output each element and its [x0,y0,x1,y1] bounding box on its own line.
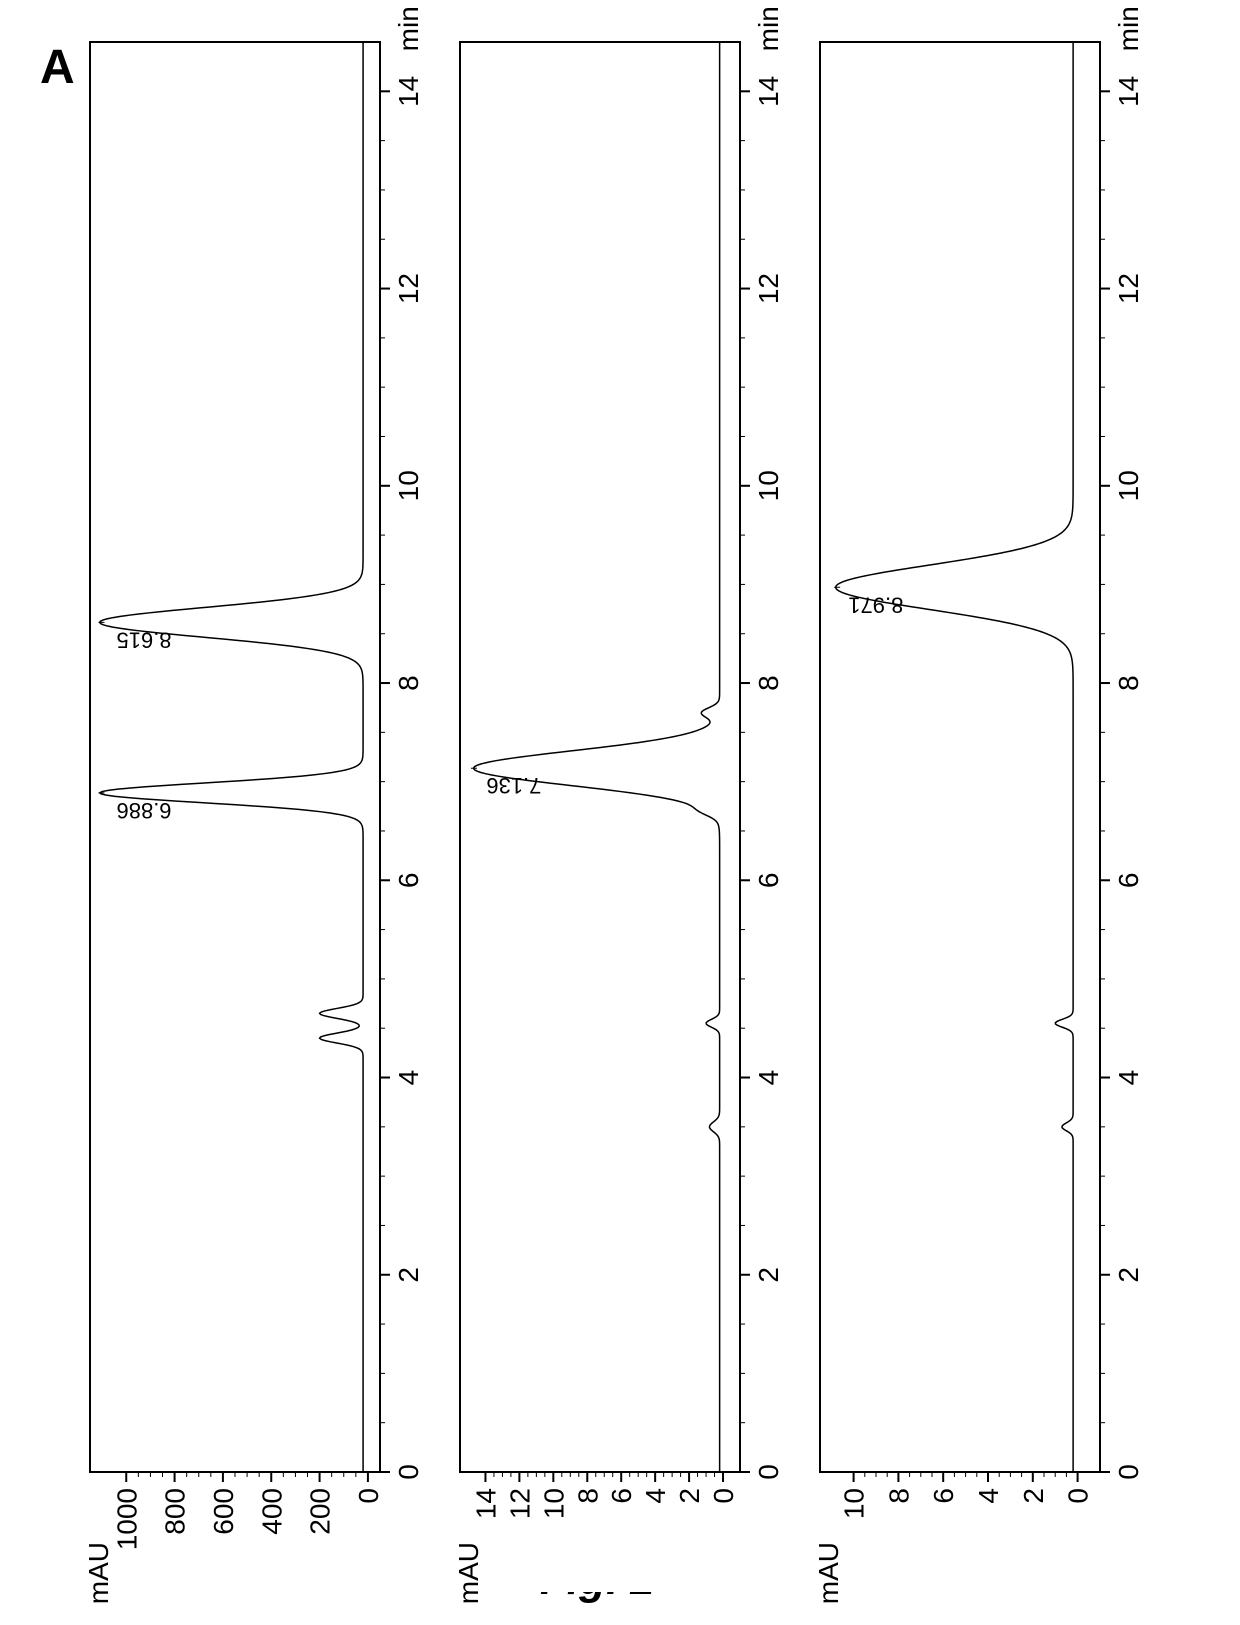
svg-text:600: 600 [208,1488,239,1535]
charts-group: 0200400600800100002468101214mAUmin6.8868… [80,32,1160,1592]
svg-text:6.886: 6.886 [116,798,171,823]
svg-text:8: 8 [883,1488,914,1504]
chromatogram-panel-3: 024681002468101214mAUmin8.971 [810,32,1160,1592]
svg-text:4: 4 [393,1070,424,1086]
svg-text:12: 12 [753,273,784,304]
svg-text:0: 0 [393,1464,424,1480]
svg-text:8: 8 [1113,675,1144,691]
svg-text:min: min [1113,6,1144,51]
svg-text:400: 400 [256,1488,287,1535]
svg-text:6: 6 [928,1488,959,1504]
svg-text:4: 4 [973,1488,1004,1504]
svg-text:2: 2 [1113,1267,1144,1283]
svg-text:10: 10 [839,1488,870,1519]
svg-text:2: 2 [1018,1488,1049,1504]
svg-text:6: 6 [1113,872,1144,888]
svg-text:14: 14 [753,76,784,107]
svg-text:4: 4 [1113,1070,1144,1086]
svg-text:10: 10 [393,470,424,501]
svg-text:min: min [753,6,784,51]
svg-text:200: 200 [305,1488,336,1535]
svg-text:8.615: 8.615 [116,627,171,652]
svg-text:6: 6 [606,1488,637,1504]
svg-text:0: 0 [1113,1464,1144,1480]
svg-text:14: 14 [470,1488,501,1519]
svg-text:8: 8 [753,675,784,691]
svg-text:7.136: 7.136 [486,773,541,798]
svg-text:14: 14 [1113,76,1144,107]
svg-text:14: 14 [393,76,424,107]
svg-text:10: 10 [538,1488,569,1519]
figure-container: A Fig. 2 0200400600800100002468101214mAU… [0,0,1240,1625]
svg-text:mAU: mAU [83,1542,114,1604]
svg-text:8.971: 8.971 [848,592,903,617]
svg-text:800: 800 [160,1488,191,1535]
chromatogram-panel-2: 0246810121402468101214mAUmin7.136 [450,32,800,1592]
svg-text:0: 0 [353,1488,384,1504]
svg-text:12: 12 [504,1488,535,1519]
svg-text:12: 12 [1113,273,1144,304]
chromatogram-panel-1: 0200400600800100002468101214mAUmin6.8868… [80,32,440,1592]
chart-svg: 0246810121402468101214mAUmin7.136 [450,32,800,1592]
svg-text:mAU: mAU [813,1542,844,1604]
svg-text:8: 8 [572,1488,603,1504]
svg-text:2: 2 [753,1267,784,1283]
svg-text:0: 0 [708,1488,739,1504]
chart-svg: 0200400600800100002468101214mAUmin6.8868… [80,32,440,1592]
svg-text:2: 2 [393,1267,424,1283]
chart-svg: 024681002468101214mAUmin8.971 [810,32,1160,1592]
panel-label: A [40,40,75,95]
svg-text:6: 6 [753,872,784,888]
svg-text:10: 10 [753,470,784,501]
svg-text:mAU: mAU [453,1542,484,1604]
svg-text:0: 0 [1063,1488,1094,1504]
svg-text:1000: 1000 [111,1488,142,1550]
svg-text:4: 4 [640,1488,671,1504]
svg-text:10: 10 [1113,470,1144,501]
svg-text:8: 8 [393,675,424,691]
svg-text:6: 6 [393,872,424,888]
svg-text:min: min [393,6,424,51]
svg-text:12: 12 [393,273,424,304]
svg-text:0: 0 [753,1464,784,1480]
svg-text:2: 2 [674,1488,705,1504]
svg-text:4: 4 [753,1070,784,1086]
